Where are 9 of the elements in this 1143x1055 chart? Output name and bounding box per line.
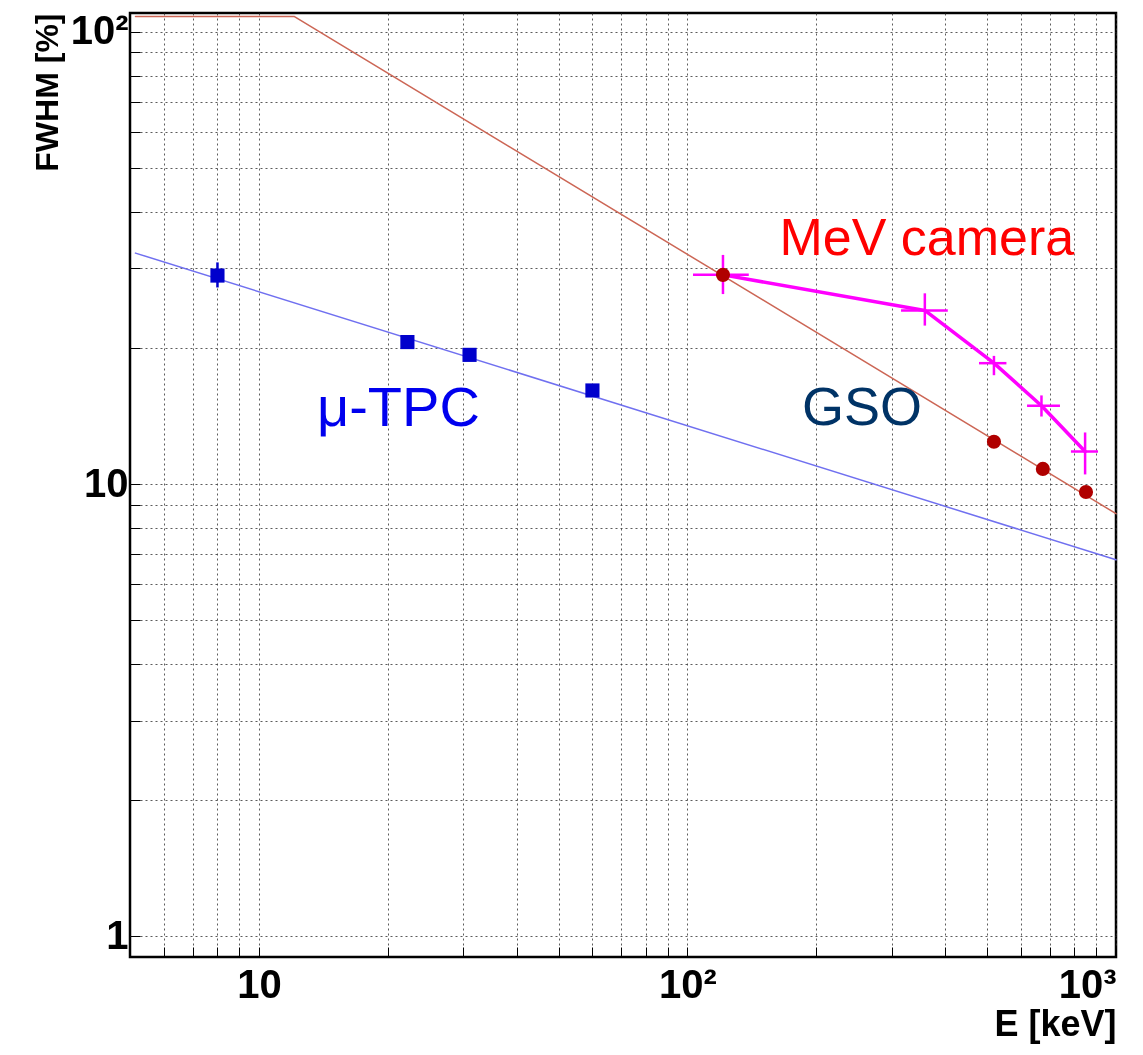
y-tick-label: 10 [84,460,129,505]
x-tick-label: 10² [659,961,717,1006]
y-axis-title: FWHM [%] [28,13,65,172]
series-label: μ-TPC [316,375,480,439]
series-label: MeV camera [779,208,1075,267]
y-tick-label: 1 [106,912,129,957]
y-tick-label: 10² [70,8,129,53]
x-tick-label: 10 [237,961,282,1006]
series-label: GSO [801,375,922,436]
